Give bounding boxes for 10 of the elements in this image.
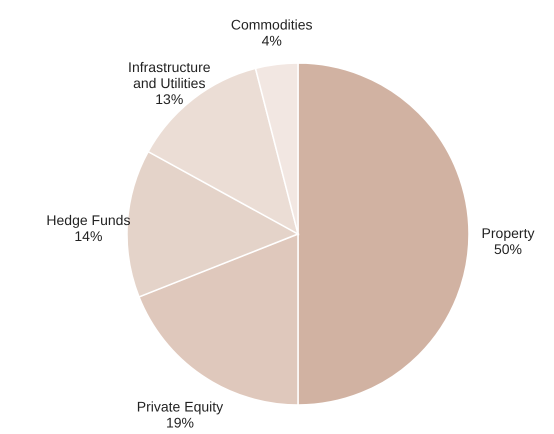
- slice-label: Hedge Funds: [46, 212, 130, 228]
- slice-label: Property: [482, 225, 534, 241]
- data-label: 13%: [155, 91, 184, 108]
- slice-label: Commodities: [230, 16, 313, 33]
- data-label: 50%: [494, 241, 522, 257]
- data-label: 14%: [74, 228, 102, 244]
- slice-label: Private Equity: [136, 398, 224, 415]
- slice-label: Infrastructure and Utilities: [128, 59, 211, 92]
- data-label: 19%: [166, 414, 194, 431]
- data-label: 4%: [262, 32, 282, 49]
